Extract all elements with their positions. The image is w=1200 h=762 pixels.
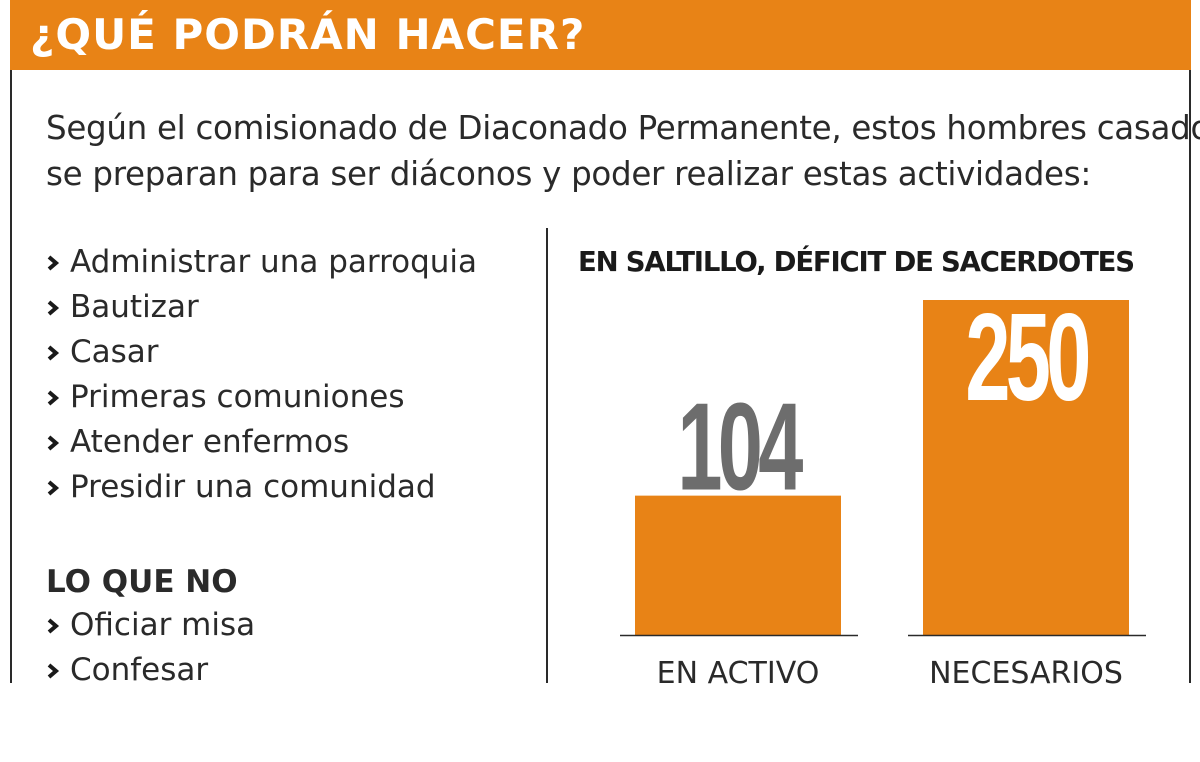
- list-item: Administrar una parroquia: [46, 240, 477, 285]
- list-item-label: Confesar: [70, 652, 209, 688]
- column-divider: [546, 228, 548, 683]
- chevron-right-icon: [46, 603, 68, 648]
- cannot-list: Oficiar misa Confesar: [46, 603, 255, 693]
- page-title: ¿QUÉ PODRÁN HACER?: [30, 10, 586, 59]
- list-item-label: Bautizar: [70, 289, 199, 325]
- list-item-label: Atender enfermos: [70, 424, 350, 460]
- chevron-right-icon: [46, 648, 68, 693]
- chevron-right-icon: [46, 420, 68, 465]
- list-item: Primeras comuniones: [46, 375, 477, 420]
- chevron-right-icon: [46, 285, 68, 330]
- list-item-label: Presidir una comunidad: [70, 469, 436, 505]
- list-item-label: Primeras comuniones: [70, 379, 405, 415]
- intro-paragraph: Según el comisionado de Diaconado Perman…: [46, 105, 1200, 197]
- data-label: 250: [965, 290, 1088, 427]
- list-item: Oficiar misa: [46, 603, 255, 648]
- list-item-label: Oficiar misa: [70, 607, 256, 643]
- chevron-right-icon: [46, 465, 68, 510]
- data-label: 104: [677, 378, 803, 517]
- chart-title: EN SALTILLO, DÉFICIT DE SACERDOTES: [578, 246, 1135, 278]
- list-item: Presidir una comunidad: [46, 465, 477, 510]
- bar-necesarios: [923, 300, 1129, 635]
- activities-list: Administrar una parroquia Bautizar Casar…: [46, 240, 477, 510]
- header-bar: ¿QUÉ PODRÁN HACER?: [10, 0, 1191, 70]
- intro-line-1: Según el comisionado de Diaconado Perman…: [46, 109, 1200, 147]
- chevron-right-icon: [46, 375, 68, 420]
- chevron-right-icon: [46, 240, 68, 285]
- bar-en-activo: [635, 495, 841, 635]
- bar-chart: 104 EN ACTIVO 250 NECESARIOS: [620, 290, 1146, 690]
- list-item-label: Casar: [70, 334, 159, 370]
- list-item: Confesar: [46, 648, 255, 693]
- cannot-heading: LO QUE NO: [46, 564, 238, 600]
- category-label: NECESARIOS: [929, 656, 1123, 690]
- list-item-label: Administrar una parroquia: [70, 244, 478, 280]
- intro-line-2: se preparan para ser diáconos y poder re…: [46, 155, 1092, 193]
- list-item: Bautizar: [46, 285, 477, 330]
- list-item: Atender enfermos: [46, 420, 477, 465]
- chevron-right-icon: [46, 330, 68, 375]
- category-label: EN ACTIVO: [657, 656, 820, 690]
- list-item: Casar: [46, 330, 477, 375]
- infographic-frame: [10, 0, 1191, 683]
